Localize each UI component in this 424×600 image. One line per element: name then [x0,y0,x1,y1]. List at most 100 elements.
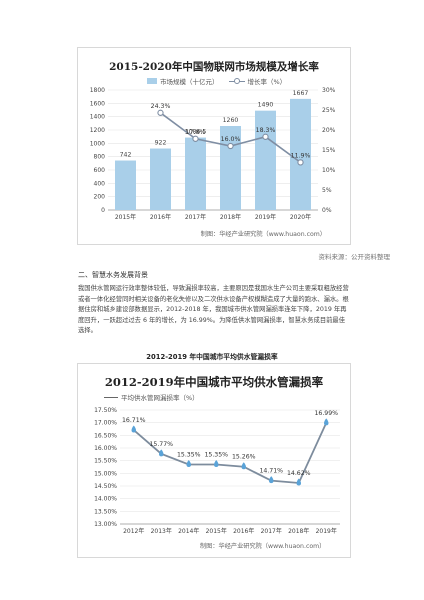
x-tick-label: 2019年 [316,527,337,535]
legend-item-growth: 增长率（%） [228,76,287,86]
x-tick-label: 2016年 [233,527,254,535]
value-label: 15.35% [177,451,201,458]
growth-point [262,133,269,140]
value-label: 15.35% [204,451,228,458]
y-tick-label: 1800 [90,87,105,94]
reference-note: 资料来源：公开资料整理 [318,253,391,261]
y-tick-label: 17.50% [94,407,117,414]
x-tick-label: 2017年 [185,213,206,221]
bar-value-label: 1260 [223,117,239,124]
value-label: 16.71% [122,417,146,424]
x-tick-label: 2018年 [288,527,309,535]
legend-line-label: 增长率（%） [247,78,287,86]
growth-point [192,135,199,142]
paragraph-text: 我国供水管网运行效率整体较低，导致漏损率较高，主要原因是我国水生产公司主要采取粗… [78,285,349,334]
y2-tick-label: 25% [322,107,336,114]
water-drop-marker [186,459,191,467]
y-tick-label: 1200 [90,127,105,134]
growth-point [157,109,164,116]
y2-tick-label: 0% [322,207,332,214]
y-tick-label: 0 [101,207,105,214]
leakage-rate-chart: 2012-2019年中国城市平均供水管漏损率 平均供水管网漏损率（%） 13.0… [77,363,351,558]
y-tick-label: 1000 [90,140,105,147]
chart2-source: 制图：华经产业研究院（www.huaon.com） [200,543,326,550]
chart1-legend: 市场规模（十亿元） 增长率（%） [147,76,286,86]
legend-line-swatch [104,396,118,398]
x-tick-label: 2015年 [115,213,136,221]
bar [290,98,311,210]
chart2-caption: 2012-2019 年中国城市平均供水管漏损率 [146,353,278,361]
y2-tick-label: 30% [322,87,336,94]
legend-bar-swatch [147,78,157,84]
bar [150,148,171,210]
value-label: 16.99% [314,410,338,417]
y-tick-label: 400 [94,180,106,187]
x-tick-label: 2019年 [255,213,276,221]
y2-tick-label: 15% [322,147,336,154]
chart1-title: 2015-2020年中国物联网市场规模及增长率 [109,61,319,73]
y-tick-label: 16.00% [94,445,117,452]
section-heading: 二、智慧水务发展背景 [78,271,148,279]
bar [255,110,276,210]
water-drop-marker [159,449,164,457]
value-label: 14.71% [259,468,283,475]
bar-value-label: 1490 [258,102,274,109]
bar-value-label: 742 [120,152,132,159]
chart2-plot: 13.00% 13.50% 14.00% 14.50% 15.00% 15.50% 16.0… [94,407,340,535]
x-tick-label: 2018年 [220,213,241,221]
x-tick-label: 2013年 [151,527,172,535]
y-tick-label: 17.00% [94,420,117,427]
growth-label: 18.3% [256,127,276,134]
legend-line-swatch [228,78,245,84]
growth-label: 16.0% [221,136,241,143]
bar [115,160,136,210]
y-tick-label: 1400 [90,114,105,121]
bar-value-label: 1086.5 [185,129,207,136]
water-drop-marker [269,476,274,484]
y-tick-label: 1600 [90,100,105,107]
y-tick-label: 600 [94,167,106,174]
value-label: 15.77% [149,441,173,448]
growth-point [297,159,304,166]
water-drop-marker [296,478,301,486]
y-tick-label: 14.50% [94,483,117,490]
y-tick-label: 14.00% [94,496,117,503]
legend-item-market-size: 市场规模（十亿元） [147,76,219,86]
value-label: 14.62% [287,470,311,477]
x-tick-label: 2020年 [290,213,311,221]
x-tick-label: 2015年 [206,527,227,535]
y-tick-label: 15.50% [94,458,117,465]
legend-item-leakage: 平均供水管网漏损率（%） [104,392,199,402]
bar-value-label: 922 [155,140,167,147]
legend-bar-label: 市场规模（十亿元） [160,78,219,86]
y-tick-label: 800 [94,154,106,161]
growth-label: 11.9% [291,152,311,159]
x-tick-label: 2016年 [150,213,171,221]
water-drop-marker [214,459,219,467]
y-tick-label: 16.50% [94,432,117,439]
chart2-legend: 平均供水管网漏损率（%） [104,392,199,402]
bar-value-label: 1667 [293,90,309,97]
growth-label: 24.3% [151,103,171,110]
y2-tick-label: 5% [322,187,332,194]
y-tick-label: 13.00% [94,521,117,528]
growth-point [227,142,234,150]
chart1-source: 制图：华经产业研究院（www.huaon.com） [200,231,326,238]
growth-label: 17.8% [186,129,206,136]
water-drop-marker [131,425,136,433]
y-tick-label: 15.00% [94,470,117,477]
y-tick-label: 200 [94,194,106,201]
x-tick-label: 2014年 [178,527,199,535]
water-drop-marker [241,462,246,470]
leakage-line [133,422,328,484]
y2-tick-label: 20% [322,127,336,134]
y2-tick-label: 10% [322,167,336,174]
market-size-chart: 2015-2020年中国物联网市场规模及增长率 市场规模（十亿元） 增长率（%）… [77,47,351,245]
chart2-title: 2012-2019年中国城市平均供水管漏损率 [104,375,324,389]
value-label: 15.26% [232,454,256,461]
bar [220,126,241,210]
chart1-plot: 0 200 400 600 800 1000 1200 1400 1600 1800 0% 5% 10%… [90,87,336,221]
legend-leakage-label: 平均供水管网漏损率（%） [121,394,199,402]
water-drop-marker [324,418,329,426]
bar [185,137,206,210]
